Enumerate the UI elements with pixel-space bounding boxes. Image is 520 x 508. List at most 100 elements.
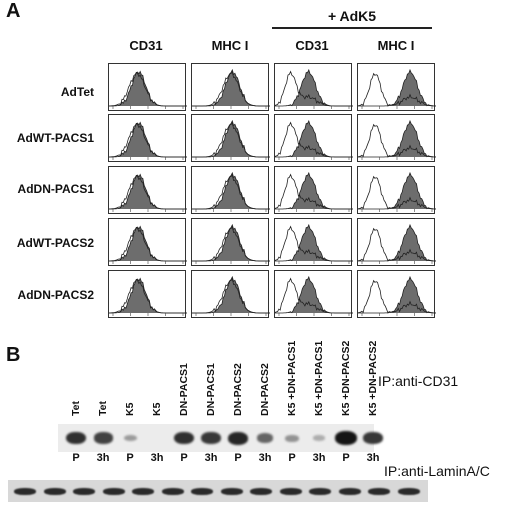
histogram-r5-c3 — [274, 270, 353, 318]
cd31-band — [256, 433, 274, 443]
cd31-band — [173, 431, 195, 445]
ip-lamin-label: IP:anti-LaminA/C — [384, 463, 490, 479]
cd31-band — [335, 431, 357, 445]
filled-histogram — [275, 223, 353, 262]
filled-histogram — [192, 223, 270, 262]
filled-histogram — [109, 70, 187, 107]
histogram-r2-c4 — [357, 114, 436, 162]
lamin-band — [309, 488, 331, 495]
cd31-band — [123, 434, 137, 442]
open-histogram — [358, 279, 436, 314]
cd31-band — [363, 432, 383, 444]
filled-histogram — [192, 119, 270, 158]
histogram-r4-c2 — [191, 218, 270, 266]
filled-histogram — [192, 275, 270, 314]
time-label: 3h — [96, 452, 110, 464]
lamin-band — [250, 488, 272, 495]
histogram-r2-c3 — [274, 114, 353, 162]
time-label: P — [234, 452, 242, 464]
filled-histogram — [109, 121, 187, 158]
histogram-r4-c3 — [274, 218, 353, 266]
open-histogram — [275, 173, 353, 210]
histogram-r5-c1 — [108, 270, 187, 318]
time-label: 3h — [312, 452, 326, 464]
panel-b-letter: B — [6, 344, 21, 366]
open-histogram — [192, 278, 270, 314]
lane-label: DN-PACS2 — [232, 363, 244, 416]
time-label: P — [180, 452, 188, 464]
lane-label: K5 — [124, 402, 136, 416]
lamin-band — [338, 488, 361, 495]
open-histogram — [275, 277, 353, 314]
lane-label: DN-PACS2 — [259, 363, 271, 416]
row-label-addn-pacs2: AdDN-PACS2 — [17, 288, 94, 302]
histogram-r4-c1 — [108, 218, 187, 266]
lane-label: Tet — [97, 401, 109, 416]
histogram-r3-c3 — [274, 166, 353, 214]
cd31-band — [313, 435, 325, 441]
open-histogram — [275, 121, 353, 158]
lamin-band — [161, 488, 184, 495]
column-header-cd31: CD31 — [129, 38, 163, 53]
open-histogram — [109, 279, 187, 314]
filled-histogram — [109, 173, 187, 210]
open-histogram — [358, 123, 436, 158]
lamin-band — [43, 488, 66, 495]
open-histogram — [109, 72, 187, 107]
filled-histogram — [109, 225, 187, 262]
row-label-adwt-pacs2: AdWT-PACS2 — [16, 236, 94, 250]
open-histogram — [192, 174, 270, 210]
histogram-r1-c4 — [357, 63, 436, 111]
treatment-header-text: + AdK5 — [327, 8, 377, 24]
histogram-r1-c1 — [108, 63, 187, 111]
cd31-band — [285, 434, 299, 442]
ip-cd31-label: IP:anti-CD31 — [378, 373, 459, 389]
filled-histogram — [275, 68, 353, 107]
open-histogram — [275, 225, 353, 262]
treatment-header: + AdK5 — [272, 8, 432, 29]
time-label: P — [342, 452, 350, 464]
row-label-adwt-pacs1: AdWT-PACS1 — [16, 131, 94, 145]
open-histogram — [275, 70, 353, 107]
lamin-band — [132, 488, 154, 495]
open-histogram — [192, 71, 270, 107]
row-label-adtet: AdTet — [60, 85, 94, 99]
cd31-band — [201, 432, 221, 444]
lamin-band — [368, 488, 390, 495]
cd31-band — [93, 432, 113, 444]
histogram-r3-c4 — [357, 166, 436, 214]
lane-label: Tet — [70, 401, 82, 416]
time-label: 3h — [150, 452, 164, 464]
filled-histogram — [275, 119, 353, 158]
open-histogram — [109, 227, 187, 262]
cd31-band — [227, 431, 249, 445]
open-histogram — [109, 123, 187, 158]
lamin-band — [220, 488, 243, 495]
lamin-band — [14, 488, 36, 495]
histogram-r3-c2 — [191, 166, 270, 214]
filled-histogram — [192, 171, 270, 210]
row-label-addn-pacs1: AdDN-PACS1 — [17, 182, 94, 196]
lamin-band — [279, 488, 302, 495]
open-histogram — [192, 122, 270, 158]
time-label: 3h — [366, 452, 380, 464]
open-histogram — [358, 72, 436, 107]
lane-label: K5 +DN-PACS2 — [340, 340, 352, 416]
time-label: P — [126, 452, 134, 464]
open-histogram — [109, 175, 187, 210]
histogram-r1-c2 — [191, 63, 270, 111]
lamin-band — [397, 488, 420, 495]
time-label: P — [288, 452, 296, 464]
filled-histogram — [192, 68, 270, 107]
filled-histogram — [275, 171, 353, 210]
cd31-band — [65, 431, 87, 445]
lamin-band — [102, 488, 125, 495]
column-header-mhc: MHC I — [211, 38, 249, 53]
histogram-r1-c3 — [274, 63, 353, 111]
panel-a-letter: A — [6, 0, 21, 22]
histogram-r3-c1 — [108, 166, 187, 214]
lane-label: K5 +DN-PACS1 — [286, 340, 298, 416]
lane-label: K5 — [151, 402, 163, 416]
treatment-header-line — [272, 27, 432, 29]
open-histogram — [358, 175, 436, 210]
